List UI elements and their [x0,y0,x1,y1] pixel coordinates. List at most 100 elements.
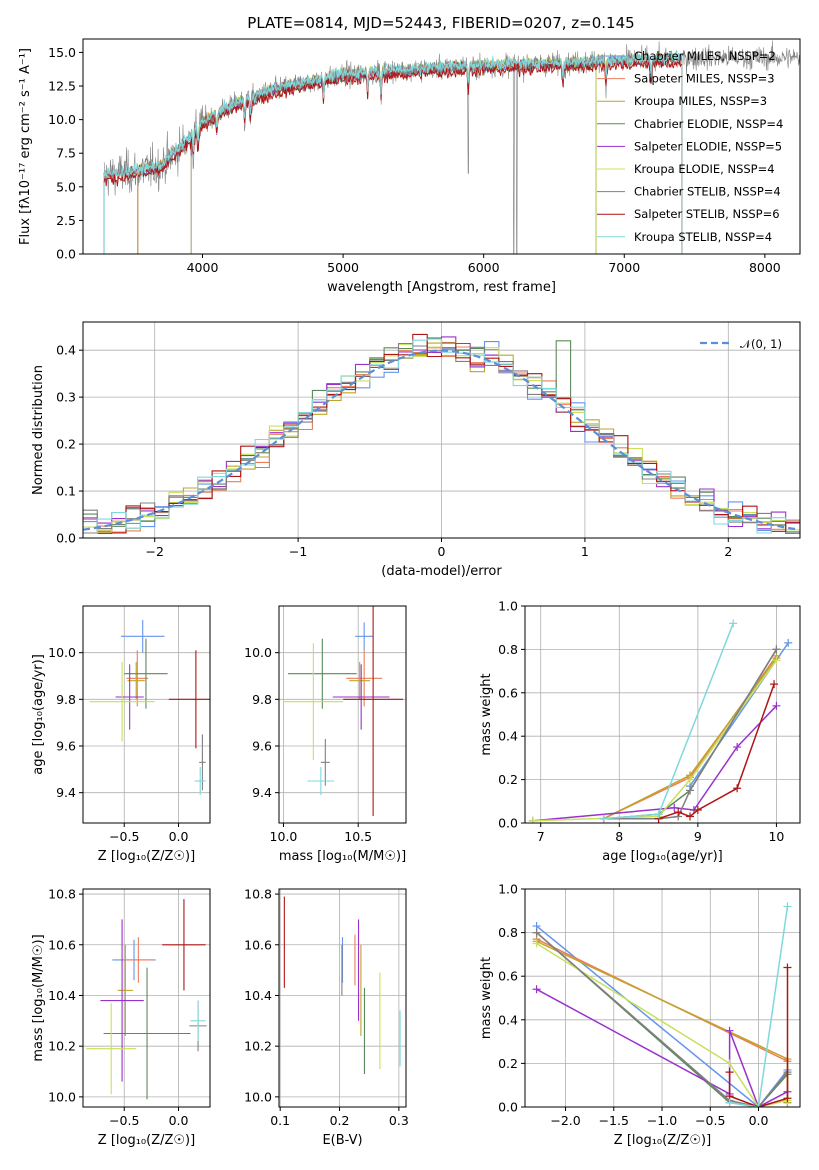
weight-point-STELIB_Salpeter [674,808,683,817]
spectrum-model-top-STELIB_Kroupa [103,51,683,178]
spectrum-ylabel: Flux [fλ10⁻¹⁷ erg cm⁻² s⁻¹ A⁻¹] [18,48,33,245]
y-tick-label: 0.0 [56,531,76,546]
weight-point-ELODIE_Salpeter [670,803,679,812]
weight_vs_Z-ylabel: mass weight [479,957,494,1039]
x-tick-label: 7 [537,829,545,844]
residuals-plot-area [83,333,800,534]
spectrum-panel: 4000 5000 6000 7000 8000 0.0 2.5 5.0 7.5 10.0 12.5… [18,38,801,295]
y-tick-label: 10.4 [244,988,272,1003]
y-tick-label: 15.0 [48,45,76,60]
x-tick-label: −2 [145,544,163,559]
weight-line-STELIB_Salpeter [728,967,789,1107]
age_vs_Z-xlabel: Z [log₁₀(Z/Z☉)] [98,849,195,864]
weight-point-STELIB_Salpeter [783,1094,792,1103]
x-tick-label: −1 [289,544,307,559]
y-tick-label: 10.8 [244,887,272,902]
mass_vs_Z-xlabel: Z [log₁₀(Z/Z☉)] [98,1133,195,1148]
x-tick-label: 0.3 [389,1113,409,1128]
weight-point-STELIB_Salpeter [725,1068,734,1077]
y-tick-label: 12.5 [48,79,76,94]
weight-point-STELIB_Chabrier [686,786,694,795]
weight-line-STELIB_Salpeter [658,683,775,820]
residuals-xlabel: (data-model)/error [381,564,502,579]
y-tick-label: 10.0 [244,1089,272,1104]
mass_vs_Z-plot-area [86,899,207,1100]
weight-point-ELODIE_Kroupa [772,656,781,665]
weight-point-STELIB_Salpeter [783,963,792,972]
y-tick-label: 0.2 [498,772,518,787]
x-tick-label: 0.0 [749,1113,769,1128]
y-tick-label: 5.0 [56,179,76,194]
age_vs_mass-frame [278,605,407,824]
weight-point-STELIB_Salpeter [686,812,694,821]
weight-point-ELODIE_Kroupa [532,939,541,948]
age_vs_mass-xlabel: mass [log₁₀(M/M☉)] [279,849,406,864]
y-tick-label: 0.3 [56,390,76,405]
weight_vs_age-panel: 7 8 9 10 0.0 0.2 0.4 0.6 0.8 1.0 age [log₁₀(age/yr… [479,599,801,864]
y-tick-label: 9.6 [252,739,272,754]
y-tick-label: 10.2 [48,1039,76,1054]
y-tick-label: 10.0 [48,645,76,660]
y-tick-label: 0.0 [498,1100,518,1115]
weight-point-ELODIE_Salpeter [772,701,781,710]
weight-point-ELODIE_Salpeter [532,985,541,994]
x-tick-label: −1.5 [599,1113,629,1128]
x-tick-label: 8 [615,829,623,844]
y-tick-label: 2.5 [56,213,76,228]
x-tick-label: 0.1 [270,1113,290,1128]
y-tick-label: 9.8 [252,692,272,707]
legend-label: Kroupa ELODIE, NSSP=4 [634,162,775,176]
residuals-ylabel: Normed distribution [31,365,46,495]
legend-label: Chabrier ELODIE, NSSP=4 [634,117,783,131]
y-tick-label: 0.4 [498,1012,518,1027]
age_vs_Z-panel: −0.5 0.0 9.4 9.6 9.8 10.0 Z [log₁₀(Z/Z☉)] age [… [31,605,211,864]
spectrum-legend: Chabrier MILES, NSSP=2 Salpeter MILES, NS… [597,49,783,244]
y-tick-label: 1.0 [498,882,518,897]
weight-point-STELIB_Kroupa [725,1098,734,1107]
weight_vs_age-plot-area [528,619,793,823]
spectrum-xlabel: wavelength [Angstrom, rest frame] [327,280,556,295]
mass_vs_Z-panel: −0.5 0.0 10.0 10.2 10.4 10.6 10.8 Z [log₁₀(Z/Z☉… [31,887,211,1148]
y-tick-label: 0.4 [498,729,518,744]
legend-label: Salpeter MILES, NSSP=3 [634,72,775,86]
y-tick-label: 1.0 [498,599,518,614]
x-tick-label: 6000 [468,260,500,275]
x-tick-label: 10 [768,829,784,844]
y-tick-label: 10.0 [48,1089,76,1104]
weight-point-ELODIE_Kroupa [686,775,694,784]
y-tick-label: 9.4 [56,785,76,800]
age_vs_mass-plot-area [283,606,404,816]
x-tick-label: −1.0 [647,1113,677,1128]
y-tick-label: 9.8 [56,692,76,707]
y-tick-label: 0.1 [56,484,76,499]
legend-label: 𝒩(0, 1) [740,337,782,351]
spectrum-title: PLATE=0814, MJD=52443, FIBERID=0207, z=0… [247,14,634,32]
weight-point-STELIB_Kroupa [654,810,663,819]
legend-label: Salpeter ELODIE, NSSP=5 [634,139,782,153]
x-tick-label: 2 [724,544,732,559]
x-tick-label: 0.0 [169,1113,189,1128]
y-tick-label: 0.2 [56,437,76,452]
y-tick-label: 0.0 [56,247,76,262]
weight-point-STELIB_Salpeter [693,805,702,814]
weight_vs_age-frame [524,605,801,824]
weight_vs_age-xlabel: age [log₁₀(age/yr)] [602,849,723,864]
y-tick-label: 0.0 [498,816,518,831]
x-tick-label: 9 [694,829,702,844]
x-tick-label: −0.5 [695,1113,725,1128]
y-tick-label: 0.8 [498,925,518,940]
mass_vs_ebv-xlabel: E(B-V) [322,1133,362,1148]
legend-label: Salpeter STELIB, NSSP=6 [634,207,780,221]
weight-point-STELIB_Kroupa [754,1103,763,1107]
weight-point-ELODIE_Kroupa [528,816,537,823]
normal-pdf-line [83,349,798,531]
legend-label: Chabrier MILES, NSSP=2 [634,49,776,63]
weight_vs_age-ylabel: mass weight [479,673,494,755]
mass_vs_ebv-frame [278,888,407,1108]
weight-line-STELIB_Kroupa [729,906,789,1107]
age_vs_Z-ylabel: age [log₁₀(age/yr)] [31,654,46,775]
x-tick-label: 5000 [327,260,359,275]
spectrum-plot-area [103,40,800,254]
x-tick-label: 1 [581,544,589,559]
weight-point-STELIB_Kroupa [599,814,608,823]
